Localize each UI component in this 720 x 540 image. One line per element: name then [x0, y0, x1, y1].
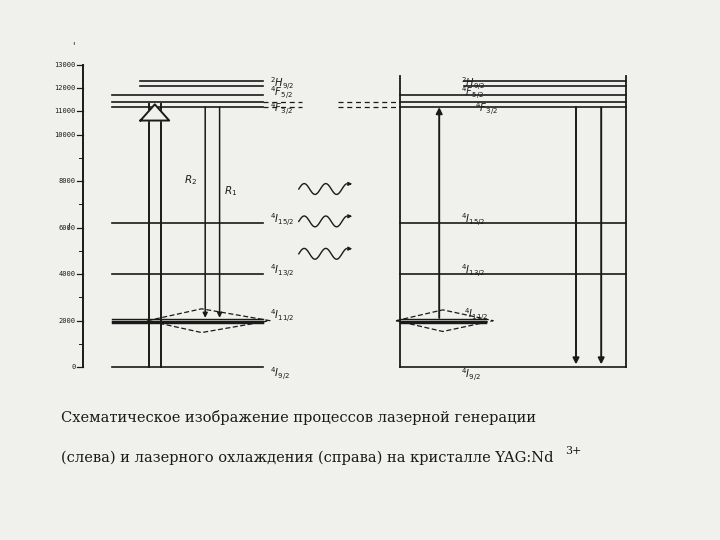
Polygon shape: [140, 104, 169, 120]
Text: 11000: 11000: [54, 109, 76, 114]
Text: $^4F_{5/2}$: $^4F_{5/2}$: [461, 84, 484, 101]
Text: 6000: 6000: [58, 225, 76, 231]
Text: $^2H_{9/2}$: $^2H_{9/2}$: [270, 75, 294, 92]
Text: ': ': [72, 41, 75, 51]
Text: $^4F_{3/2}$: $^4F_{3/2}$: [475, 100, 498, 117]
Text: 13000: 13000: [54, 62, 76, 68]
Text: Схематическое изображение процессов лазерной генерации: Схематическое изображение процессов лазе…: [61, 410, 536, 426]
Text: $^4I_{15/2}$: $^4I_{15/2}$: [270, 211, 294, 228]
Text: $^4F_{5/2}$: $^4F_{5/2}$: [270, 84, 293, 101]
Text: 2000: 2000: [58, 318, 76, 323]
Text: 10000: 10000: [54, 132, 76, 138]
Text: 3+: 3+: [565, 446, 582, 456]
Text: 12000: 12000: [54, 85, 76, 91]
Text: $^4I_{11/2}$: $^4I_{11/2}$: [270, 307, 294, 323]
Text: $^4I_{15/2}$: $^4I_{15/2}$: [461, 211, 485, 228]
Text: $R_1$: $R_1$: [224, 184, 237, 198]
Text: $R_2$: $R_2$: [184, 173, 197, 187]
Text: $^4I_{9/2}$: $^4I_{9/2}$: [270, 365, 290, 382]
Text: I: I: [68, 223, 70, 232]
Text: (слева) и лазерного охлаждения (справа) на кристалле YAG:Nd: (слева) и лазерного охлаждения (справа) …: [61, 451, 554, 465]
Text: $^4I_{13/2}$: $^4I_{13/2}$: [461, 262, 485, 279]
Text: 8000: 8000: [58, 178, 76, 184]
Text: $^4I_{9/2}$: $^4I_{9/2}$: [461, 366, 481, 383]
Text: $^2H_{9/2}$: $^2H_{9/2}$: [461, 75, 485, 92]
Text: $^4I_{11/2}$: $^4I_{11/2}$: [464, 306, 489, 323]
Text: $^4I_{13/2}$: $^4I_{13/2}$: [270, 262, 294, 279]
Text: 4000: 4000: [58, 271, 76, 277]
Text: 0: 0: [71, 364, 76, 370]
Text: $^4F_{3/2}$: $^4F_{3/2}$: [270, 100, 293, 117]
